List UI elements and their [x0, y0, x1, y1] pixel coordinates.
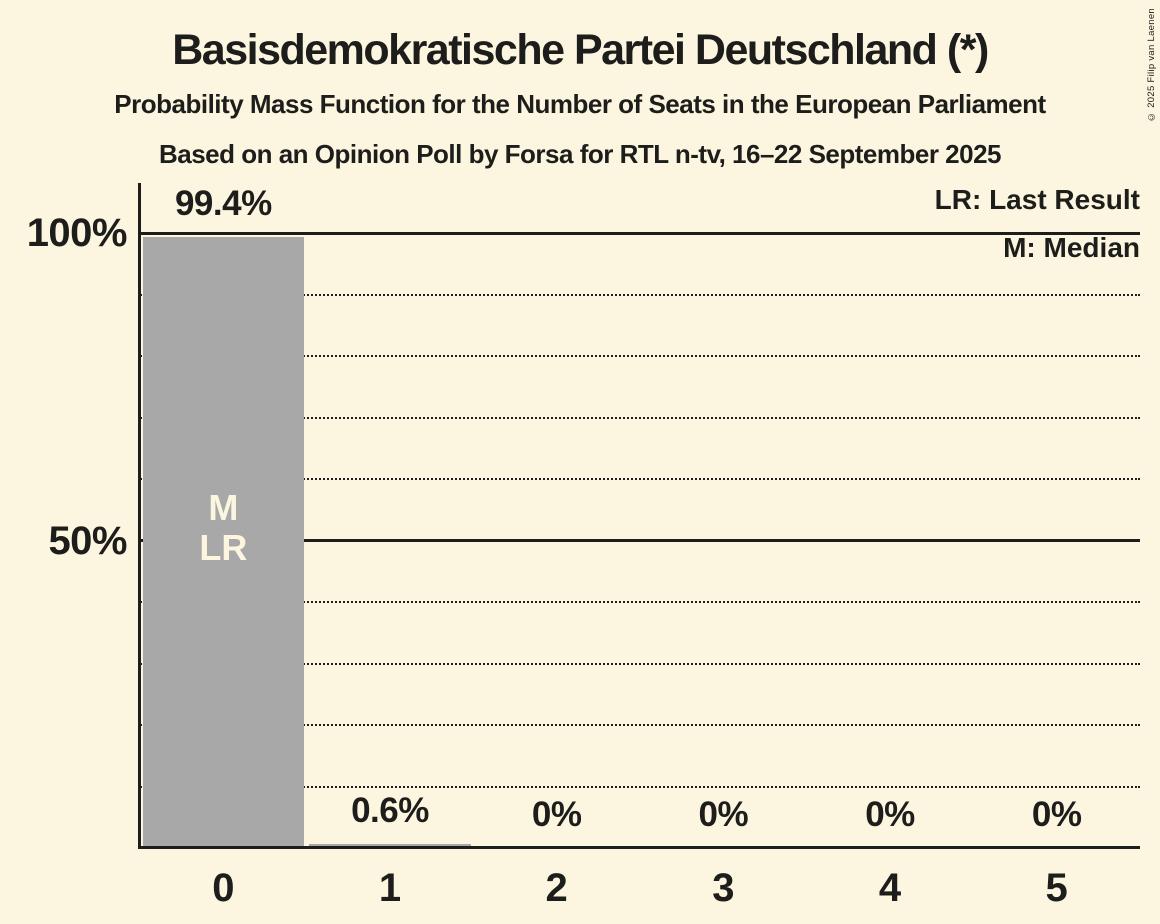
- y-tick-label-50: 50%: [48, 518, 127, 563]
- value-label-seats-0: 99.4%: [174, 184, 272, 223]
- gridline-70pct: [140, 416, 1140, 419]
- last-result-marker: LR: [199, 527, 248, 569]
- x-tick-label-2: 2: [545, 866, 568, 910]
- copyright-notice: © 2025 Filip van Laenen: [1146, 8, 1157, 123]
- gridline-40pct: [140, 601, 1140, 603]
- value-label-seats-5: 0%: [1031, 795, 1082, 834]
- gridline-10pct: [140, 785, 1140, 788]
- value-label-seats-1: 0.6%: [351, 791, 429, 830]
- gridline-90pct: [140, 293, 1140, 296]
- x-axis-line: [138, 846, 1140, 849]
- gridline-100pct: [140, 231, 1140, 235]
- legend-median: M: Median: [1003, 232, 1140, 263]
- bar-annotation-median-lastresult: M LR: [199, 488, 247, 568]
- x-tick-label-0: 0: [212, 866, 235, 910]
- x-tick-label-1: 1: [378, 866, 402, 910]
- gridline-50pct: [140, 539, 1140, 542]
- gridline-30pct: [140, 662, 1140, 665]
- value-label-seats-2: 0%: [531, 795, 582, 834]
- chart-subtitle: Probability Mass Function for the Number…: [114, 89, 1046, 119]
- plot-area: 100% 50% 99.4% 0 0.6% 1 0% 2 0% 3 0% 4 0% 5 M LR: [27, 183, 1140, 910]
- gridline-80pct: [140, 355, 1140, 357]
- value-label-seats-3: 0%: [698, 795, 749, 834]
- y-tick-label-100: 100%: [26, 211, 128, 255]
- value-label-seats-4: 0%: [865, 795, 915, 834]
- gridline-60pct: [140, 478, 1140, 480]
- bar-seats-0: [142, 237, 305, 848]
- x-tick-label-5: 5: [1045, 866, 1068, 910]
- legend-last-result: LR: Last Result: [934, 184, 1140, 215]
- x-tick-label-4: 4: [878, 866, 902, 910]
- chart-poll-source: Based on an Opinion Poll by Forsa for RT…: [158, 139, 1002, 169]
- chart-title: Basisdemokratische Partei Deutschland (*…: [172, 26, 989, 74]
- x-tick-label-3: 3: [712, 866, 735, 910]
- median-marker: M: [208, 487, 239, 529]
- gridline-20pct: [140, 724, 1140, 726]
- y-axis-line: [138, 183, 141, 848]
